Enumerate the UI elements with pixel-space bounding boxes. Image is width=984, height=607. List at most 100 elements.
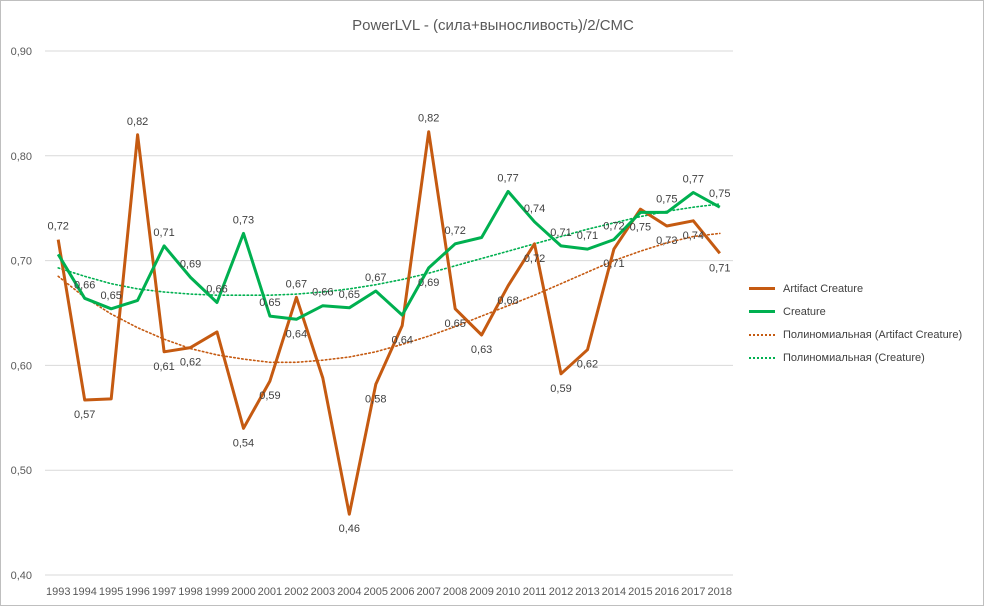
data-label: 0,71: [550, 227, 571, 239]
series-lines: [56, 130, 721, 516]
data-label: 0,75: [630, 221, 651, 233]
legend-label-creature: Creature: [783, 305, 826, 318]
data-label: 0,61: [153, 361, 174, 373]
data-label: 0,63: [471, 344, 492, 356]
trendline: [57, 203, 721, 297]
data-label: 0,73: [233, 214, 254, 226]
data-label: 0,77: [497, 172, 518, 184]
data-label: 0,59: [550, 383, 571, 395]
x-tick-label: 2012: [549, 586, 573, 598]
data-label: 0,46: [339, 523, 360, 535]
y-tick-label: 0,70: [11, 256, 32, 268]
data-label: 0,66: [312, 287, 333, 299]
y-tick-label: 0,80: [11, 151, 32, 163]
x-tick-label: 1998: [178, 586, 202, 598]
data-labels: 0,72 0,57 0,82 0,61 0,62 0,54 0,59 0,67 0,46 0,58…: [48, 113, 731, 536]
legend-item-trend-creature: Полиномиальная (Creature): [749, 346, 962, 369]
data-label: 0,65: [259, 297, 280, 309]
data-label: 0,71: [603, 258, 624, 270]
data-label: 0,74: [683, 230, 704, 242]
x-tick-label: 2013: [575, 586, 599, 598]
x-tick-label: 1994: [72, 586, 96, 598]
data-label: 0,65: [444, 318, 465, 330]
x-tick-label: 2006: [390, 586, 414, 598]
legend-item-trend-artifact-creature: Полиномиальная (Artifact Creature): [749, 323, 962, 346]
x-tick-label: 2008: [443, 586, 467, 598]
data-label: 0,72: [603, 221, 624, 233]
x-tick-label: 2002: [284, 586, 308, 598]
data-label: 0,73: [656, 235, 677, 247]
data-label: 0,57: [74, 409, 95, 421]
data-label: 0,72: [524, 253, 545, 265]
x-tick-label: 1999: [205, 586, 229, 598]
data-label: 0,75: [709, 188, 730, 200]
x-tick-label: 2003: [311, 586, 335, 598]
x-tick-label: 2010: [496, 586, 520, 598]
x-tick-label: 2018: [708, 586, 732, 598]
legend-item-creature: Creature: [749, 300, 962, 323]
data-label: 0,58: [365, 393, 386, 405]
data-label: 0,67: [365, 272, 386, 284]
y-tick-label: 0,40: [11, 570, 32, 582]
x-tick-label: 2017: [681, 586, 705, 598]
x-tick-label: 2014: [602, 586, 626, 598]
data-label: 0,62: [180, 357, 201, 369]
data-label: 0,82: [127, 116, 148, 128]
x-tick-label: 2001: [258, 586, 282, 598]
y-axis-tick-labels: 0,40 0,50 0,60 0,70 0,80 0,90: [11, 46, 32, 582]
data-label: 0,69: [418, 277, 439, 289]
x-tick-label: 2015: [628, 586, 652, 598]
data-label: 0,82: [418, 113, 439, 125]
legend-label-artifact-creature: Artifact Creature: [783, 282, 864, 295]
data-label: 0,74: [524, 203, 545, 215]
legend-swatch-creature: [749, 310, 775, 313]
x-tick-label: 2004: [337, 586, 361, 598]
x-tick-label: 2007: [416, 586, 440, 598]
series-line: [56, 130, 721, 516]
y-tick-label: 0,90: [11, 46, 32, 58]
legend-item-artifact-creature: Artifact Creature: [749, 277, 962, 300]
legend-swatch-trend-creature: [749, 356, 775, 359]
data-label: 0,75: [656, 193, 677, 205]
x-tick-label: 2009: [469, 586, 493, 598]
data-label: 0,66: [206, 284, 227, 296]
data-label: 0,72: [444, 225, 465, 237]
gridlines: [45, 50, 733, 576]
data-label: 0,59: [259, 390, 280, 402]
data-label: 0,66: [74, 279, 95, 291]
series-line: [56, 189, 721, 321]
x-tick-label: 2011: [523, 586, 547, 598]
x-tick-label: 1997: [152, 586, 176, 598]
x-tick-label: 1995: [99, 586, 123, 598]
data-label: 0,62: [577, 359, 598, 371]
legend-label-trend-creature: Полиномиальная (Creature): [783, 351, 925, 364]
chart-legend: Artifact Creature Creature Полиномиальна…: [749, 277, 962, 369]
data-label: 0,69: [180, 258, 201, 270]
legend-swatch-artifact-creature: [749, 287, 775, 290]
data-label: 0,67: [286, 278, 307, 290]
x-tick-label: 2000: [231, 586, 255, 598]
x-tick-label: 1993: [46, 586, 70, 598]
data-label: 0,65: [100, 290, 121, 302]
data-label: 0,64: [286, 328, 307, 340]
data-label: 0,54: [233, 437, 254, 449]
data-label: 0,71: [577, 230, 598, 242]
data-label: 0,71: [709, 262, 730, 274]
data-label: 0,68: [497, 295, 518, 307]
data-label: 0,65: [339, 289, 360, 301]
legend-swatch-trend-artifact-creature: [749, 333, 775, 336]
x-tick-label: 2005: [364, 586, 388, 598]
data-label: 0,77: [683, 173, 704, 185]
data-label: 0,72: [48, 221, 69, 233]
x-tick-label: 1996: [125, 586, 149, 598]
chart-title: PowerLVL - (сила+выносливость)/2/CMC: [352, 17, 634, 34]
data-label: 0,64: [392, 335, 413, 347]
data-label: 0,71: [153, 227, 174, 239]
x-axis-tick-labels: 1993 1994 1995 1996 1997 1998 1999 2000 2001 2002…: [46, 586, 732, 598]
x-tick-label: 2016: [655, 586, 679, 598]
legend-label-trend-artifact-creature: Полиномиальная (Artifact Creature): [783, 328, 963, 341]
y-tick-label: 0,50: [11, 465, 32, 477]
y-tick-label: 0,60: [11, 360, 32, 372]
